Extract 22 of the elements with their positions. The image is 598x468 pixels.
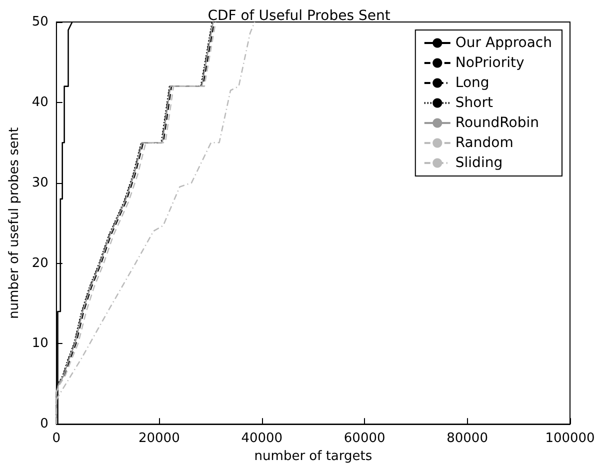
x-tick-label: 40000 [241, 431, 283, 446]
y-tick-label: 50 [32, 14, 48, 30]
y-tick-label: 10 [32, 336, 48, 352]
x-tick-label: 80000 [446, 431, 488, 446]
x-tick-label: 20000 [138, 431, 180, 446]
legend-label: Short [455, 95, 494, 111]
x-tick-label: 100000 [545, 431, 595, 446]
legend-label: NoPriority [455, 55, 524, 71]
y-tick-label: 30 [32, 175, 48, 190]
x-tick-label: 60000 [344, 431, 386, 446]
y-tick-label: 20 [32, 256, 48, 271]
y-tick-label: 40 [32, 94, 48, 110]
legend-label: RoundRobin [455, 115, 540, 131]
legend-label: Long [455, 75, 490, 91]
y-tick-label: 0 [40, 416, 48, 432]
x-axis-title: number of targets [254, 449, 372, 464]
legend-label: Our Approach [455, 35, 552, 51]
chart-title: CDF of Useful Probes Sent [208, 8, 391, 24]
y-axis-title: number of useful probes sent [7, 127, 22, 319]
x-tick-label: 0 [52, 431, 61, 446]
legend-label: Sliding [455, 155, 503, 171]
legend-label: Random [455, 135, 514, 151]
